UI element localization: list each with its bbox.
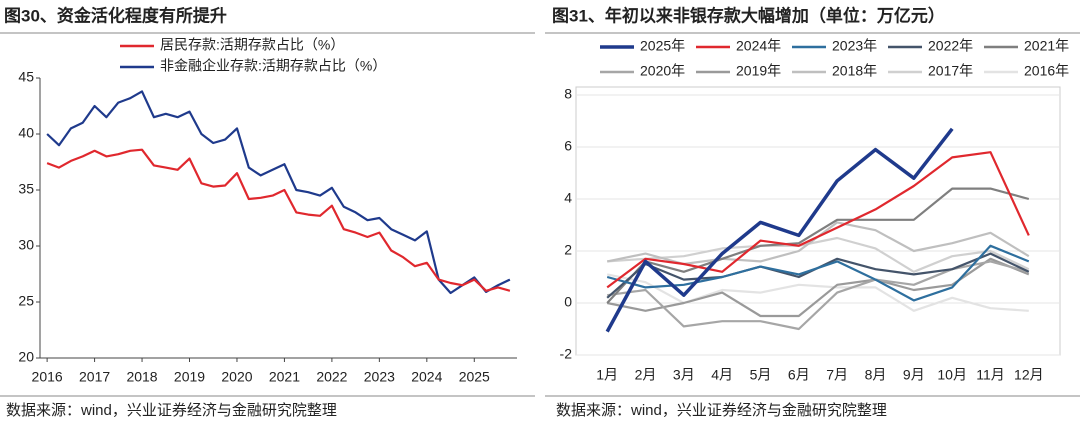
x-tick-label: 1月 [596,367,618,383]
legend-label: 2022年 [928,38,973,54]
x-tick-label: 2017 [79,369,110,385]
legend-label: 2023年 [832,38,877,54]
x-tick-label: 9月 [903,367,925,383]
x-tick-label: 12月 [1014,367,1044,383]
x-tick-label: 11月 [976,367,1005,383]
series-line [607,236,1030,273]
x-tick-label: 2019 [174,369,205,385]
series-line [46,90,511,295]
series-line [606,187,1030,304]
series-line [605,127,954,333]
x-tick-label: 2025 [459,369,490,385]
y-tick-label: 2 [564,242,572,258]
x-tick-label: 7月 [826,367,848,383]
y-tick-label: 40 [18,125,34,141]
legend-label: 居民存款:活期存款占比（%） [160,37,344,53]
legend-label: 2025年 [640,38,685,54]
x-tick-label: 4月 [711,367,733,383]
y-tick-label: -2 [560,346,573,362]
legend-label: 2018年 [832,63,877,79]
y-tick-label: 30 [18,237,34,253]
x-tick-label: 10月 [937,367,967,383]
y-tick-label: 4 [564,190,572,206]
y-tick-label: 0 [564,294,572,310]
x-tick-label: 2022 [316,369,347,385]
legend-label: 2017年 [928,63,973,79]
series-line [606,151,1030,289]
x-tick-label: 2021 [269,369,300,385]
legend-label: 2024年 [736,38,781,54]
x-tick-label: 2018 [126,369,157,385]
y-tick-label: 35 [18,181,34,197]
legend-label: 非金融企业存款:活期存款占比（%） [160,58,386,74]
x-tick-label: 2020 [221,369,252,385]
x-tick-label: 2023 [364,369,395,385]
series-line [46,148,511,292]
y-tick-label: 25 [18,293,34,309]
x-tick-label: 2月 [635,367,657,383]
legend-label: 2020年 [640,63,685,79]
source: 数据来源：wind，兴业证券经济与金融研究院整理 [556,401,887,419]
x-tick-label: 2024 [411,369,442,385]
chart-title: 图31、年初以来非银存款大幅增加（单位：万亿元） [552,5,945,25]
y-tick-label: 6 [564,138,572,154]
series-line [607,260,1030,331]
x-tick-label: 6月 [788,367,810,383]
y-tick-label: 8 [564,86,572,102]
x-tick-label: 3月 [673,367,695,383]
series-line [606,273,1029,312]
plot-frame [575,86,1061,356]
x-tick-label: 5月 [750,367,772,383]
legend-label: 2016年 [1024,63,1069,79]
y-tick-label: 45 [18,69,34,85]
y-tick-label: 20 [18,349,34,365]
legend-label: 2019年 [736,63,781,79]
series-line [606,244,1030,302]
x-tick-label: 2016 [32,369,63,385]
source: 数据来源：wind，兴业证券经济与金融研究院整理 [6,401,337,419]
x-tick-label: 8月 [865,367,887,383]
legend-label: 2021年 [1024,38,1069,54]
chart-title: 图30、资金活化程度有所提升 [4,5,227,25]
